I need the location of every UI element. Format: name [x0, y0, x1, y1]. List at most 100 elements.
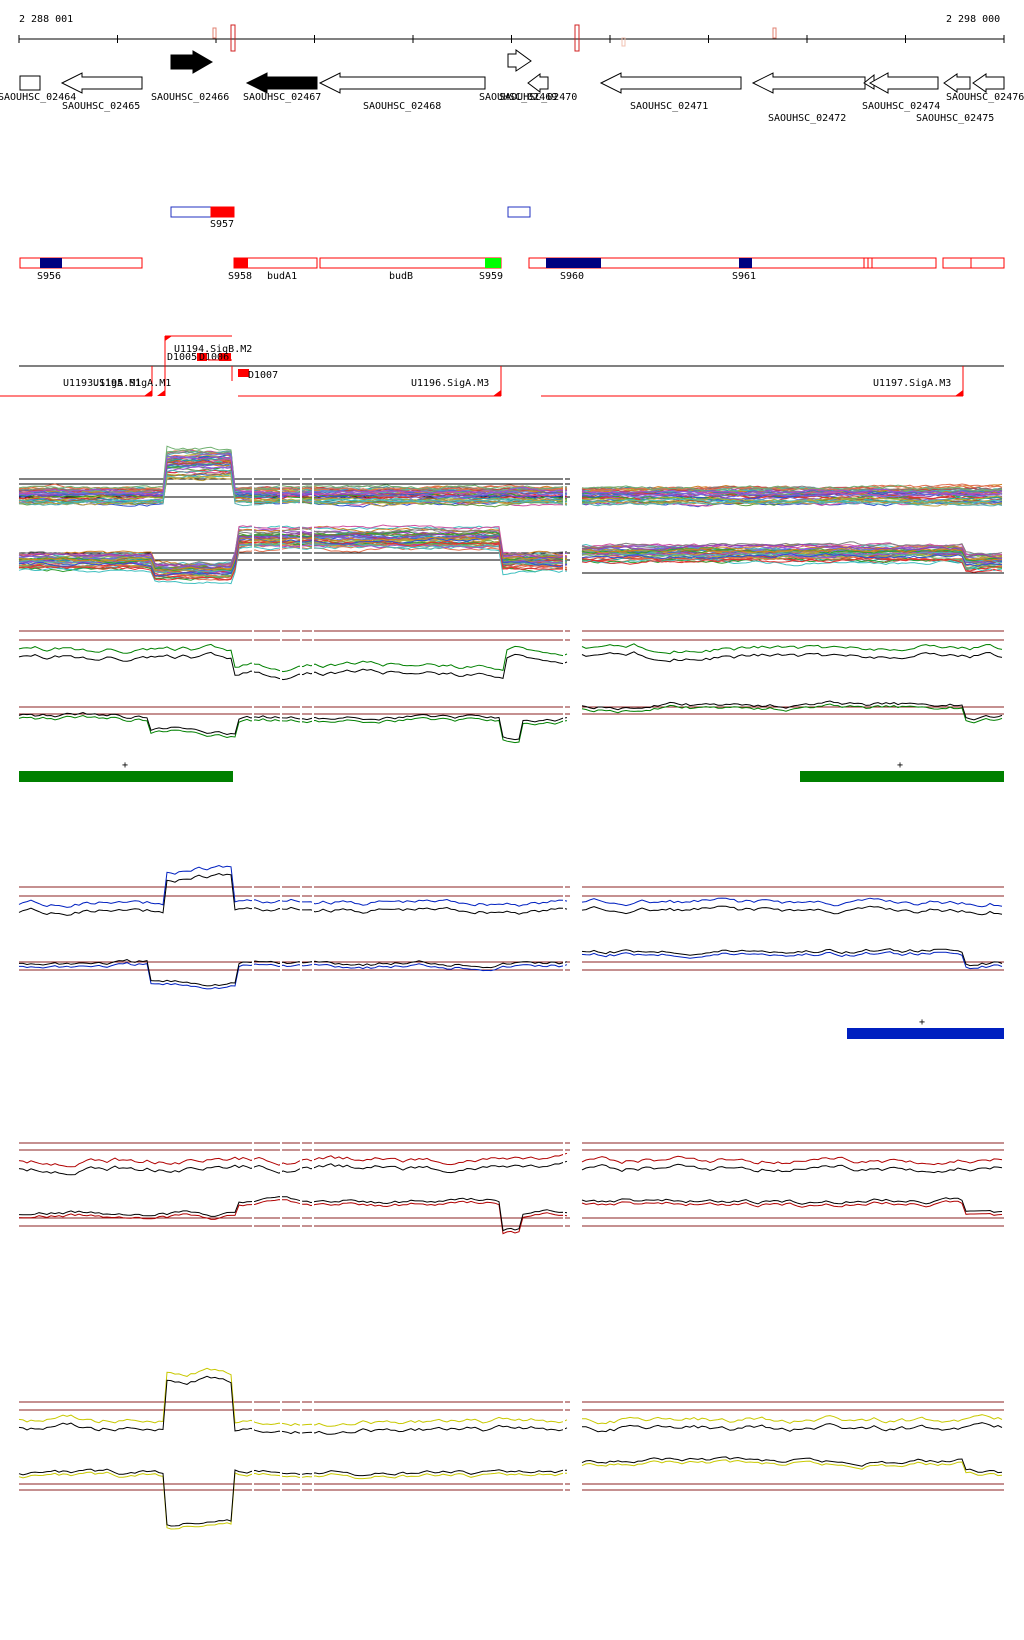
blue-highlight-bar[interactable] — [847, 1028, 1004, 1039]
all-plus-series — [18, 452, 568, 492]
gene-arrow-02464[interactable] — [19, 75, 41, 91]
tu-label: U1195.SigA.M1 — [93, 378, 171, 389]
all-plus-series — [18, 468, 568, 507]
green-plus-series — [18, 643, 568, 673]
segment-box[interactable] — [942, 257, 1005, 269]
gene-arrow-02467[interactable] — [245, 72, 318, 94]
yellow-plus-series — [581, 1414, 1003, 1425]
tu-label: D1006 — [199, 352, 229, 363]
blue-plus-series — [18, 872, 568, 916]
all-plus-series — [581, 485, 1003, 495]
segment-label: budB — [389, 271, 413, 282]
gene-label: SAOUHSC_02475 — [916, 113, 994, 124]
segment-box[interactable] — [170, 206, 212, 218]
all-minus-series — [18, 524, 568, 568]
red-plus-series — [18, 1160, 568, 1176]
red-minus-series — [18, 1199, 568, 1235]
all-minus-series — [581, 542, 1002, 556]
data-gap — [563, 1123, 565, 1246]
segment-label: budA1 — [267, 271, 297, 282]
green-highlight-mark: + — [122, 760, 128, 771]
all-minus-series — [18, 531, 568, 569]
segment-box[interactable] — [528, 257, 937, 269]
all-minus-series — [581, 541, 1003, 555]
data-gap — [280, 1123, 282, 1246]
data-gap — [300, 1123, 302, 1246]
segment-box[interactable] — [739, 258, 752, 268]
segment-label: S960 — [560, 271, 584, 282]
all-plus-series — [581, 500, 1003, 507]
yellow-plus-series — [581, 1422, 1003, 1433]
segment-box[interactable] — [319, 257, 502, 269]
data-gap — [563, 1382, 565, 1510]
data-gap — [563, 470, 565, 590]
yellow-plus-series — [18, 1367, 568, 1427]
green-plus-series — [18, 651, 568, 681]
segment-label: S958 — [228, 271, 252, 282]
gene-label: SAOUHSC_02467 — [243, 92, 321, 103]
segment-box[interactable] — [485, 258, 501, 268]
segment-box[interactable] — [19, 257, 143, 269]
gene-track: SAOUHSC_02464 SAOUHSC_02465 SAOUHSC_0246… — [0, 49, 1024, 124]
green-minus-series — [581, 703, 1003, 724]
red-plus-series — [18, 1152, 568, 1168]
segment-box[interactable] — [507, 206, 531, 218]
all-plus-series — [18, 456, 568, 495]
all-minus-series — [18, 536, 568, 571]
all-plus-series — [18, 451, 568, 493]
gene-arrow-02471[interactable] — [599, 72, 742, 94]
all-plus-series — [19, 463, 568, 499]
segment-label: S961 — [732, 271, 756, 282]
axis-start-label: 2 288 001 — [19, 14, 73, 25]
all-plus-series — [18, 474, 568, 507]
all-plus-series — [18, 474, 568, 504]
segment-box[interactable] — [210, 206, 235, 218]
tu-label: U1193.SigA.M1 — [63, 378, 141, 389]
all-plus-series — [581, 497, 1003, 505]
all-minus-series — [581, 555, 1003, 569]
data-gap — [312, 867, 314, 990]
data-gap — [252, 867, 254, 990]
all-minus-series — [581, 543, 1003, 559]
red-plus-series — [581, 1155, 1003, 1166]
all-plus-series — [581, 498, 1003, 506]
all-minus-series — [18, 536, 568, 577]
blue-minus-series — [581, 948, 1003, 967]
data-gap — [300, 867, 302, 990]
gene-label: SAOUHSC_02465 — [62, 101, 140, 112]
gene-arrow-02466[interactable] — [170, 50, 213, 74]
segment-box[interactable] — [234, 258, 248, 268]
gene-arrow-02476[interactable] — [972, 73, 1005, 93]
gene-arrow-02474[interactable] — [868, 72, 939, 94]
data-gap — [252, 1123, 254, 1246]
data-gap — [300, 611, 302, 734]
data-gap — [312, 1382, 314, 1510]
data-gap — [252, 611, 254, 734]
highlight-bars: + + + — [19, 760, 1004, 1039]
all-plus-series — [18, 448, 568, 493]
gene-arrow-02475[interactable] — [943, 73, 971, 93]
green-highlight-bar[interactable] — [19, 771, 233, 782]
all-plus-series — [581, 488, 1003, 495]
gene-arrow-02472[interactable] — [751, 72, 866, 94]
data-gap — [280, 611, 282, 734]
segment-box[interactable] — [40, 258, 62, 268]
segment-label: S957 — [210, 219, 234, 230]
gene-label: SAOUHSC_02470 — [499, 92, 577, 103]
green-highlight-bar[interactable] — [800, 771, 1004, 782]
segment-box[interactable] — [546, 258, 601, 268]
gene-arrow-02470[interactable] — [527, 73, 549, 93]
gene-label: SAOUHSC_02472 — [768, 113, 846, 124]
data-gap — [252, 470, 254, 590]
data-gap — [312, 470, 314, 590]
blue-plus-series — [581, 897, 1003, 908]
all-minus-series — [18, 541, 568, 574]
gene-arrow-02465[interactable] — [60, 72, 143, 94]
yellow-plus-series — [18, 1375, 568, 1435]
yellow-minus-series — [581, 1456, 1003, 1474]
gene-label: SAOUHSC_02474 — [862, 101, 940, 112]
gene-arrow-02468[interactable] — [318, 72, 486, 94]
gene-arrow-02469[interactable] — [507, 49, 532, 72]
gene-label: SAOUHSC_02464 — [0, 92, 76, 103]
tu-label: U1196.SigA.M3 — [411, 378, 489, 389]
